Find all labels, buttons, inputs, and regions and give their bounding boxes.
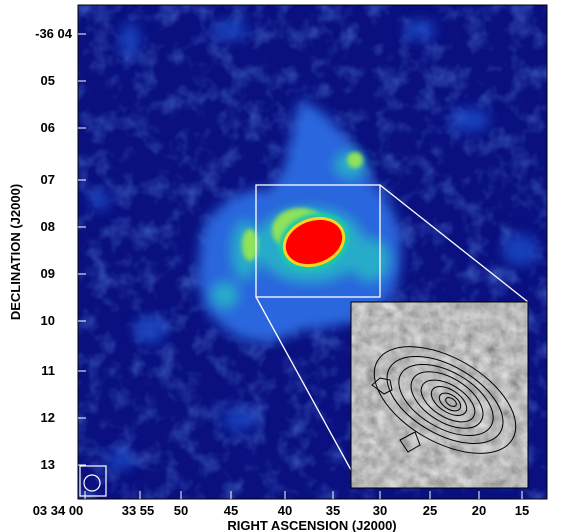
x-tick-6: 30 (373, 503, 387, 518)
x-tick-labels: 03 34 00 33 55 50 45 40 35 30 25 20 15 (33, 503, 530, 518)
y-tick-8: 12 (41, 410, 55, 425)
zoom-connector-bottom (255, 296, 352, 471)
inset-grey-image (351, 302, 528, 488)
y-tick-0: -36 04 (35, 26, 73, 41)
tick-marks (78, 33, 523, 499)
y-axis-title: DECLINATION (J2000) (8, 184, 23, 320)
x-tick-2: 50 (174, 503, 188, 518)
y-tick-1: 05 (41, 73, 55, 88)
x-tick-4: 40 (278, 503, 292, 518)
inset-panel (350, 301, 529, 489)
x-tick-1: 33 55 (122, 503, 155, 518)
x-tick-8: 20 (472, 503, 486, 518)
y-tick-7: 11 (41, 363, 55, 378)
inset-contours (371, 346, 517, 454)
zoom-connector-top (379, 184, 529, 303)
zoom-region-box (255, 184, 381, 298)
y-tick-2: 06 (41, 120, 55, 135)
y-tick-5: 09 (41, 266, 55, 281)
y-tick-labels: -36 04 05 06 07 08 09 10 11 12 13 (35, 26, 73, 472)
x-tick-3: 45 (224, 503, 238, 518)
x-tick-0: 03 34 00 (33, 503, 84, 518)
y-tick-4: 08 (41, 219, 55, 234)
plot-frame (77, 4, 548, 500)
y-tick-3: 07 (41, 172, 55, 187)
x-tick-9: 15 (515, 503, 529, 518)
y-tick-6: 10 (41, 313, 55, 328)
x-tick-7: 25 (423, 503, 437, 518)
x-axis-title: RIGHT ASCENSION (J2000) (227, 518, 396, 532)
beam-ellipse (83, 474, 101, 492)
y-tick-9: 13 (41, 457, 55, 472)
intensity-map (78, 5, 547, 499)
beam-box (79, 465, 107, 497)
bright-core (278, 212, 350, 272)
x-tick-5: 35 (326, 503, 340, 518)
